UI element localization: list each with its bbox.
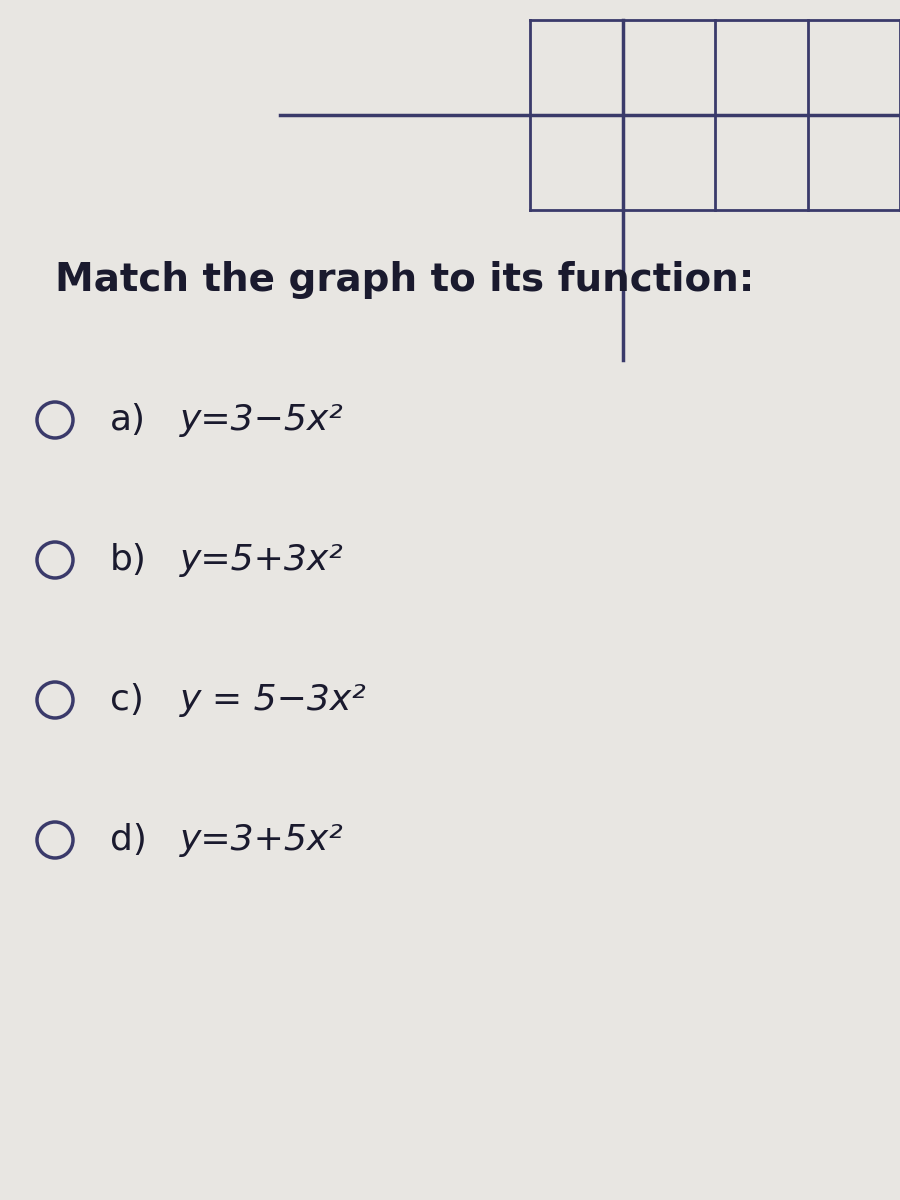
Text: a): a): [110, 403, 146, 437]
Text: b): b): [110, 542, 147, 577]
Text: c): c): [110, 683, 144, 716]
Text: y=3+5x²: y=3+5x²: [180, 823, 344, 857]
Text: Match the graph to its function:: Match the graph to its function:: [55, 260, 754, 299]
Text: y=5+3x²: y=5+3x²: [180, 542, 344, 577]
Text: y = 5−3x²: y = 5−3x²: [180, 683, 367, 716]
Text: d): d): [110, 823, 147, 857]
Text: y=3−5x²: y=3−5x²: [180, 403, 344, 437]
